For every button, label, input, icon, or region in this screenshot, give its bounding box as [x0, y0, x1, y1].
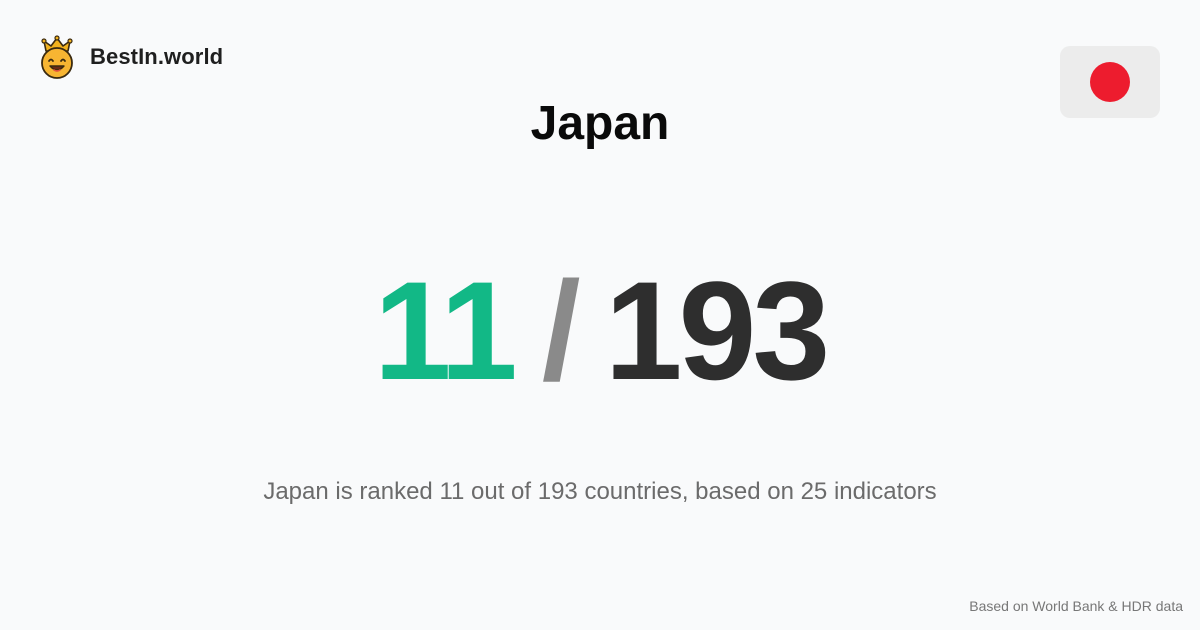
ranking-summary: Japan is ranked 11 out of 193 countries,… [263, 478, 937, 505]
rank-separator: / [541, 252, 581, 409]
japan-flag-icon [1060, 46, 1160, 118]
rank-display: 11/193 [0, 246, 1200, 416]
data-source-note: Based on World Bank & HDR data [969, 598, 1183, 614]
rank-value: 11 [373, 252, 518, 409]
rank-total: 193 [604, 252, 831, 409]
crown-smiley-icon [41, 35, 73, 79]
flag-circle [1090, 62, 1130, 102]
page-title: Japan [530, 97, 670, 150]
brand[interactable]: BestIn.world [38, 35, 223, 79]
brand-name: BestIn.world [90, 44, 224, 69]
